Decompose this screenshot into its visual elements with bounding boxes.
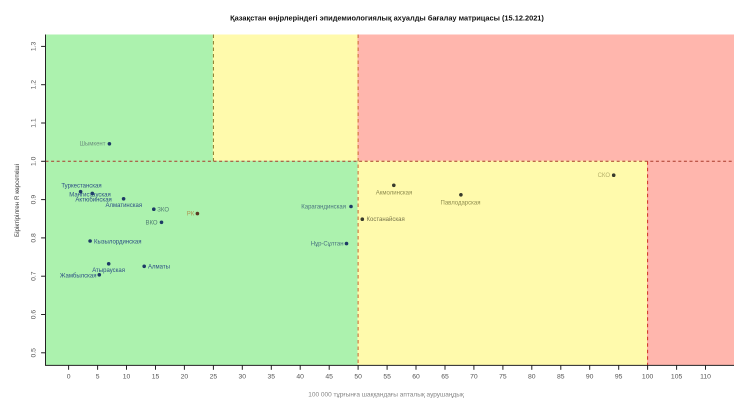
svg-text:30: 30: [239, 374, 247, 381]
svg-text:110: 110: [700, 374, 711, 381]
svg-text:10: 10: [123, 374, 131, 381]
svg-text:Қазақстан өңірлеріндегі эпидем: Қазақстан өңірлеріндегі эпидемиологиялық…: [230, 13, 544, 22]
svg-text:Кызылординская: Кызылординская: [94, 240, 141, 246]
svg-text:60: 60: [412, 374, 420, 381]
svg-text:Жамбылская: Жамбылская: [60, 273, 97, 279]
svg-text:Акмолинская: Акмолинская: [376, 191, 412, 197]
svg-text:1.2: 1.2: [30, 80, 37, 90]
svg-text:70: 70: [470, 374, 478, 381]
svg-text:55: 55: [383, 374, 391, 381]
svg-text:РК: РК: [187, 212, 195, 218]
svg-text:Шымкент: Шымкент: [79, 142, 105, 148]
svg-text:0.6: 0.6: [30, 310, 37, 320]
svg-text:25: 25: [210, 374, 218, 381]
svg-text:Павлодарская: Павлодарская: [441, 200, 481, 206]
svg-text:0.9: 0.9: [30, 195, 37, 205]
svg-text:1.0: 1.0: [30, 156, 37, 166]
svg-text:35: 35: [268, 374, 276, 381]
svg-text:Алматы: Алматы: [148, 265, 170, 271]
svg-text:100 000 тұрғынға шаққандағы ап: 100 000 тұрғынға шаққандағы апталық ауру…: [308, 392, 464, 399]
svg-text:75: 75: [499, 374, 507, 381]
svg-text:ЗКО: ЗКО: [157, 207, 169, 213]
svg-text:80: 80: [528, 374, 536, 381]
svg-text:Нұр-Сұлтан: Нұр-Сұлтан: [311, 242, 344, 248]
svg-text:Актюбинская: Актюбинская: [75, 198, 111, 204]
svg-text:0.7: 0.7: [30, 271, 37, 281]
svg-text:Мангистауская: Мангистауская: [69, 193, 110, 199]
svg-text:0: 0: [67, 374, 71, 381]
svg-text:65: 65: [441, 374, 449, 381]
svg-text:Туркестанская: Туркестанская: [61, 183, 101, 189]
svg-text:90: 90: [586, 374, 594, 381]
svg-text:0.8: 0.8: [30, 233, 37, 243]
svg-text:100: 100: [642, 374, 654, 381]
svg-text:20: 20: [181, 374, 189, 381]
svg-text:85: 85: [557, 374, 565, 381]
svg-text:Атырауская: Атырауская: [92, 268, 125, 274]
svg-text:105: 105: [671, 374, 683, 381]
svg-text:Костанайская: Костанайская: [367, 216, 405, 223]
svg-text:СКО: СКО: [598, 173, 611, 179]
svg-text:95: 95: [615, 374, 623, 381]
svg-text:0.5: 0.5: [30, 348, 37, 358]
svg-text:ВКО: ВКО: [145, 221, 157, 227]
svg-text:1.3: 1.3: [30, 41, 37, 51]
svg-text:15: 15: [152, 374, 160, 381]
svg-text:45: 45: [325, 374, 333, 381]
svg-text:Біріктірілген R көрсеткіші: Біріктірілген R көрсеткіші: [13, 164, 21, 237]
svg-text:1.1: 1.1: [30, 118, 37, 128]
svg-text:Алматинская: Алматинская: [106, 203, 143, 209]
svg-text:5: 5: [96, 374, 100, 381]
svg-text:Карагандинская: Карагандинская: [301, 204, 346, 210]
svg-text:50: 50: [354, 374, 362, 381]
svg-text:40: 40: [296, 374, 304, 381]
